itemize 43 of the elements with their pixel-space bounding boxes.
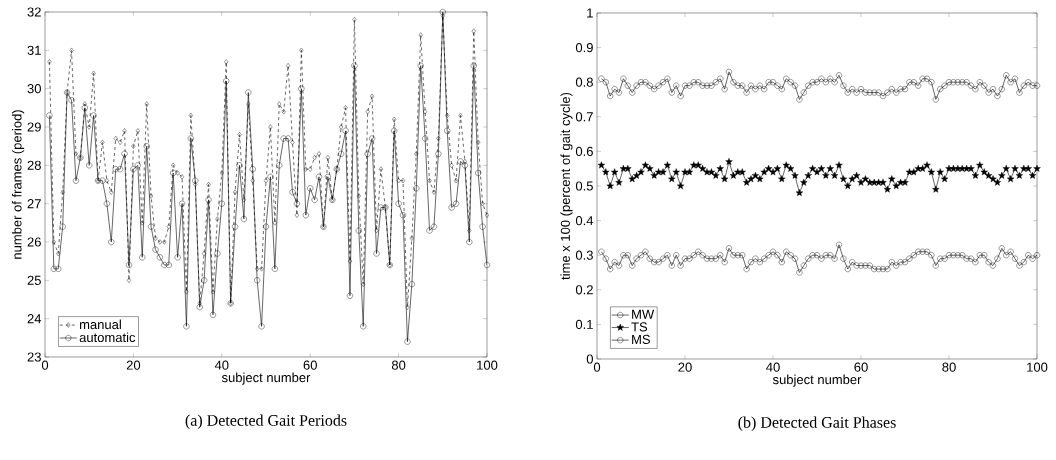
y-tick-label: 25 <box>27 275 41 285</box>
x-tick-label: 60 <box>303 360 317 370</box>
x-tick-label: 60 <box>854 362 868 372</box>
x-axis-title: subject number <box>221 372 311 385</box>
y-tick-label: 26 <box>27 237 41 247</box>
x-tick-label: 0 <box>41 360 49 370</box>
y-tick-label: 0.2 <box>575 285 593 295</box>
x-tick-label: 20 <box>678 362 692 372</box>
y-tick-label: 0.5 <box>575 181 593 191</box>
x-tick-label: 100 <box>477 360 498 370</box>
y-tick-label: 0.4 <box>575 215 594 226</box>
legend-label: MW <box>632 309 655 319</box>
y-tick-label: 0.9 <box>575 42 593 53</box>
y-axis-title: number of frames (period) <box>12 110 25 259</box>
x-tick-label: 20 <box>126 360 141 370</box>
x-tick-label: 80 <box>391 360 406 370</box>
x-tick-label: 40 <box>766 362 780 372</box>
y-tick-label: 29 <box>27 122 41 132</box>
legend-label: MS <box>632 334 650 345</box>
y-tick-label: 0.3 <box>575 250 593 260</box>
y-tick-label: 24 <box>27 314 42 324</box>
y-tick-label: 1 <box>587 8 593 18</box>
x-tick-label: 40 <box>214 360 229 370</box>
legend-label: automatic <box>79 332 136 343</box>
y-tick-label: 0.8 <box>575 77 593 87</box>
x-tick-label: 80 <box>942 362 956 372</box>
y-tick-label: 28 <box>27 160 41 170</box>
x-tick-label: 0 <box>593 362 601 372</box>
legend-label: manual <box>80 319 121 330</box>
y-tick-label: 23 <box>27 352 41 362</box>
legend-label: TS <box>631 322 648 332</box>
text: (a) Detected Gait Periods <box>185 414 347 430</box>
x-axis-title: subject number <box>772 374 862 387</box>
y-tick-label: 27 <box>27 199 41 209</box>
x-tick-label: 100 <box>1027 362 1048 372</box>
y-tick-label: 0.1 <box>575 319 593 329</box>
y-axis-title: time x 100 (percent of gait cycle) <box>560 92 573 280</box>
y-tick-label: 0.6 <box>575 146 593 156</box>
y-tick-label: 31 <box>27 45 41 55</box>
text: (b) Detected Gait Phases <box>738 416 896 432</box>
y-tick-label: 0.7 <box>575 112 593 122</box>
y-tick-label: 32 <box>27 7 41 17</box>
y-tick-label: 30 <box>27 84 41 94</box>
